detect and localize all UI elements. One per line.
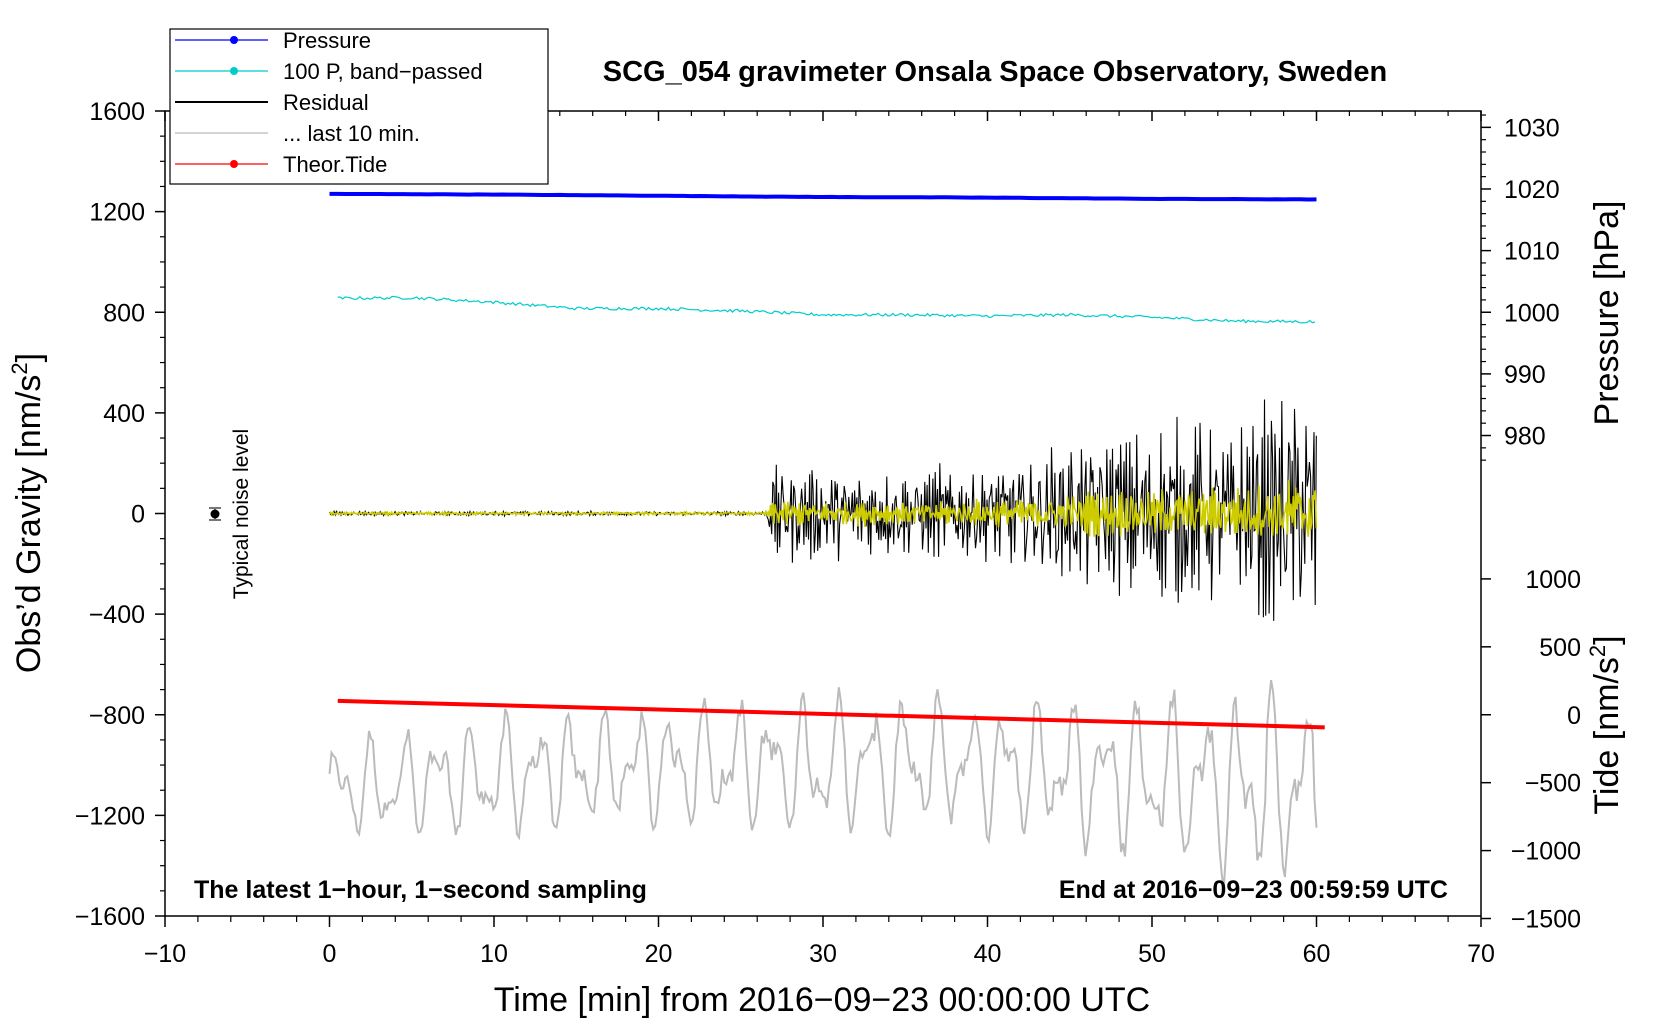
pressure-tick-label: 990 <box>1504 361 1546 389</box>
y-tick-label: 1600 <box>89 98 145 126</box>
pressure-tick-label: 1020 <box>1504 176 1560 204</box>
bottom-right-annotation: End at 2016−09−23 00:59:59 UTC <box>1059 876 1448 904</box>
legend-label: ... last 10 min. <box>283 121 420 146</box>
series-pressure <box>329 191 1317 202</box>
y-tick-label: 1200 <box>89 199 145 227</box>
pressure-tick-label: 1030 <box>1504 114 1560 142</box>
x-tick-label: 30 <box>809 940 837 968</box>
y-axis-label-left-sup: 2 <box>7 362 32 374</box>
noise-level: Typical noise level <box>209 429 253 599</box>
x-tick-label: 20 <box>645 940 673 968</box>
y-axis-label-left: Obs’d Gravity [nm/s2] <box>7 353 48 673</box>
pressure-tick-label: 1000 <box>1504 299 1560 327</box>
tide-tick-label: −1500 <box>1511 906 1581 934</box>
tide-axis-label-sup: 2 <box>1585 645 1610 657</box>
tide-tick-label: −1000 <box>1511 838 1581 866</box>
y-tick-label: −1600 <box>75 903 145 931</box>
pressure-tick-label: 980 <box>1504 423 1546 451</box>
noise-marker <box>210 509 220 519</box>
x-tick-label: 40 <box>974 940 1002 968</box>
legend-label: Theor.Tide <box>283 152 387 177</box>
tide-tick-label: −500 <box>1525 770 1581 798</box>
y-tick-label: 800 <box>103 299 145 327</box>
y-tick-label: −1200 <box>75 802 145 830</box>
x-tick-label: 50 <box>1138 940 1166 968</box>
legend-box <box>169 28 549 185</box>
legend-label: Pressure <box>283 28 371 53</box>
pressure-axis-label: Pressure [hPa] <box>1588 201 1626 426</box>
chart-title: SCG_054 gravimeter Onsala Space Observat… <box>603 56 1387 88</box>
ticks-layer: −10 0 10 20 30 40 50 60 70160012008004000−400−80… <box>75 98 1581 968</box>
tide-tick-label: 1000 <box>1525 566 1581 594</box>
legend-label: 100 P, band−passed <box>283 59 483 84</box>
legend-swatch-dot <box>230 160 238 168</box>
x-tick-label: −10 <box>144 940 186 968</box>
series-theor-tide <box>337 698 1325 730</box>
legend-entries: Pressure 100 P, band−passed Residual ... la… <box>175 28 483 177</box>
tide-tick-label: 500 <box>1539 634 1581 662</box>
series-layer <box>328 191 1325 891</box>
y-axis-label-left-text: Obs’d Gravity [nm/s <box>10 375 48 674</box>
x-tick-label: 0 <box>323 940 337 968</box>
series-band-passed <box>337 295 1316 324</box>
x-tick-label: 60 <box>1303 940 1331 968</box>
tide-axis-label-close: ] <box>1588 635 1626 644</box>
series-last-10-min <box>328 679 1318 891</box>
y-tick-label: 0 <box>131 501 145 529</box>
x-tick-label: 10 <box>480 940 508 968</box>
legend-label: Residual <box>283 90 369 115</box>
legend: Pressure 100 P, band−passed Residual ... la… <box>169 28 549 185</box>
x-axis-label: Time [min] from 2016−09−23 00:00:00 UTC <box>494 981 1150 1019</box>
x-tick-label: 70 <box>1467 940 1495 968</box>
bottom-left-annotation: The latest 1−hour, 1−second sampling <box>194 876 647 904</box>
noise-level-label: Typical noise level <box>230 429 253 599</box>
y-tick-label: −400 <box>89 601 145 629</box>
legend-swatch-dot <box>230 36 238 44</box>
tide-axis-label: Tide [nm/s2] <box>1585 635 1626 814</box>
y-axis-label-left-close: ] <box>10 353 48 362</box>
y-tick-label: −800 <box>89 702 145 730</box>
y-tick-label: 400 <box>103 400 145 428</box>
legend-swatch-dot <box>230 67 238 75</box>
series-residual-filtered <box>328 480 1318 537</box>
tide-axis-label-text: Tide [nm/s <box>1588 657 1626 814</box>
pressure-tick-label: 1010 <box>1504 238 1560 266</box>
tide-tick-label: 0 <box>1567 702 1581 730</box>
